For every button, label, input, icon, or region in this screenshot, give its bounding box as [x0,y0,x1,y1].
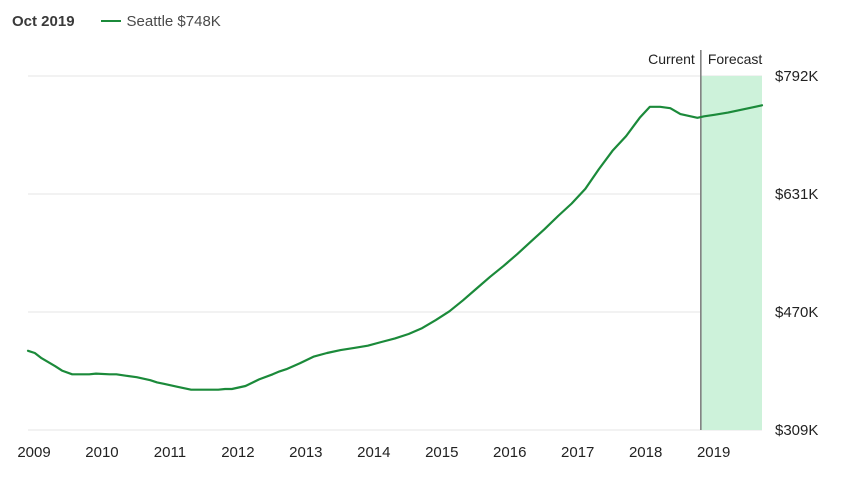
x-tick-label: 2012 [221,444,254,461]
x-tick-label: 2010 [85,444,118,461]
y-tick-label: $631K [775,186,818,203]
x-tick-label: 2014 [357,444,390,461]
x-tick-label: 2017 [561,444,594,461]
x-tick-label: 2011 [154,444,186,461]
y-axis-ticks: $792K $631K $470K $309K [775,68,818,439]
chart-header: Oct 2019 Seattle $748K [12,10,221,32]
y-tick-label: $792K [775,68,818,85]
x-tick-label: 2018 [629,444,662,461]
grid-lines [28,75,762,431]
forecast-label: Forecast [708,51,763,67]
selected-date: Oct 2019 [12,12,75,30]
forecast-region [700,76,762,430]
series-line-seattle [26,104,764,391]
x-tick-label: 2013 [289,444,322,461]
y-tick-label: $470K [775,304,818,321]
x-tick-label: 2016 [493,444,526,461]
legend-label: Seattle $748K [126,12,221,30]
x-tick-label: 2015 [425,444,458,461]
current-label: Current [648,51,695,67]
x-tick-label: 2019 [697,444,730,461]
y-tick-label: $309K [775,422,818,439]
legend-swatch [100,20,121,22]
x-tick-label: 2009 [17,444,50,461]
x-axis-ticks: 2009 2010 2011 2012 2013 2014 2015 2016 2017 2018… [17,444,730,461]
legend[interactable]: Seattle $748K [100,12,221,30]
